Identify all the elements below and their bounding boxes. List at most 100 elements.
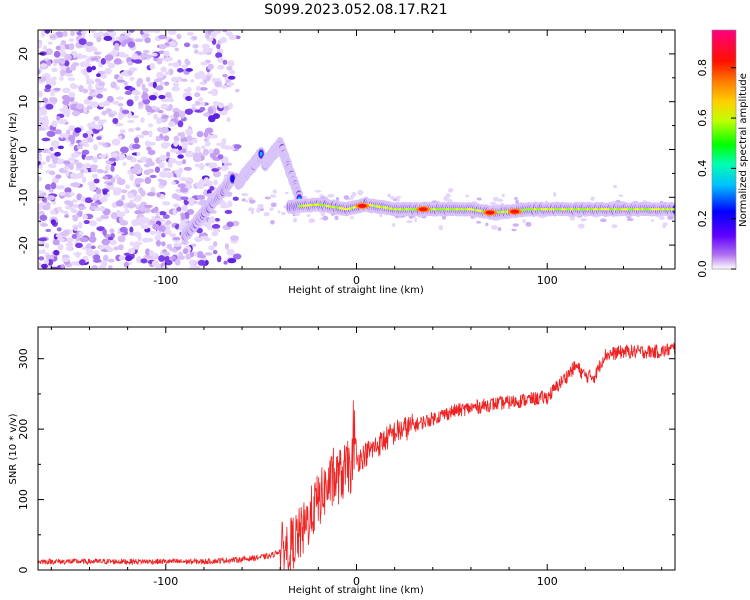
noise-blob [102, 176, 109, 180]
noise-blob [46, 130, 56, 137]
noise-blob [64, 187, 72, 194]
signal-core [595, 207, 599, 211]
noise-blob [72, 30, 79, 33]
signal-core [577, 207, 580, 211]
noise-blob [140, 258, 148, 264]
noise-blob [103, 35, 113, 41]
signal-core [311, 203, 315, 207]
speckle-blob [511, 228, 517, 232]
noise-blob [213, 148, 220, 156]
snr-ytick-label: 200 [17, 419, 30, 440]
noise-blob [146, 168, 154, 174]
noise-blob [121, 109, 130, 115]
signal-core [551, 207, 555, 211]
noise-blob [159, 179, 168, 187]
noise-blob [117, 135, 123, 140]
noise-blob [200, 235, 209, 240]
noise-blob [194, 72, 202, 80]
noise-blob [183, 166, 192, 171]
signal-core [343, 207, 347, 211]
signal-core [464, 207, 468, 211]
noise-blob [197, 259, 206, 266]
speckle-blob [351, 192, 357, 197]
speckle-blob [414, 217, 418, 223]
noise-blob [187, 198, 196, 203]
speckle-blob [335, 197, 340, 201]
noise-blob [211, 88, 218, 93]
noise-blob [222, 59, 228, 65]
noise-blob [127, 192, 134, 199]
noise-blob [211, 224, 221, 229]
noise-blob [227, 102, 233, 110]
noise-blob [96, 217, 103, 222]
signal-core [659, 207, 663, 211]
noise-blob [108, 265, 113, 269]
noise-blob [38, 154, 43, 162]
signal-core [556, 207, 560, 211]
noise-blob [40, 161, 46, 165]
noise-blob [221, 84, 228, 89]
signal-core [670, 207, 674, 211]
noise-blob [216, 255, 222, 263]
snr-xtick-label: -100 [153, 575, 178, 588]
signal-core [613, 207, 617, 211]
noise-blob [77, 53, 83, 60]
noise-blob [44, 30, 51, 34]
signal-core [529, 207, 532, 211]
noise-blob [176, 206, 182, 212]
signal-core [547, 207, 551, 211]
noise-blob [49, 170, 56, 176]
noise-blob [66, 246, 73, 251]
noise-blob [108, 112, 115, 118]
noise-blob [164, 81, 170, 86]
noise-blob [41, 118, 50, 126]
signal-core [570, 207, 574, 211]
noise-blob [39, 214, 48, 222]
signal-core [405, 207, 409, 211]
signal-core [382, 206, 386, 209]
signal-core [391, 207, 395, 211]
speckle-blob [269, 207, 274, 211]
noise-blob [56, 185, 65, 190]
noise-blob [226, 221, 234, 228]
noise-blob [96, 73, 101, 78]
noise-blob [71, 203, 79, 208]
noise-blob [144, 204, 153, 209]
noise-blob [223, 145, 232, 150]
noise-blob [78, 221, 83, 229]
speckle-blob [302, 195, 308, 199]
noise-blob [146, 157, 153, 165]
noise-blob [62, 30, 68, 37]
noise-blob [127, 70, 133, 76]
noise-blob [162, 50, 170, 57]
noise-blob [151, 52, 158, 57]
noise-blob [89, 101, 99, 108]
noise-blob [167, 62, 174, 67]
noise-blob [47, 258, 54, 266]
signal-core [474, 208, 477, 212]
noise-blob [147, 111, 152, 116]
noise-blob [223, 162, 233, 166]
noise-blob [231, 220, 240, 227]
noise-blob [181, 148, 187, 154]
noise-blob [190, 79, 195, 83]
noise-blob [131, 89, 141, 96]
noise-blob [114, 122, 124, 127]
noise-blob [92, 156, 98, 163]
noise-blob [68, 157, 76, 162]
noise-blob [50, 142, 60, 147]
signal-core [380, 205, 384, 209]
signal-core [444, 207, 448, 211]
noise-blob [226, 82, 235, 87]
signal-core [554, 207, 558, 211]
noise-blob [133, 194, 142, 202]
noise-blob [63, 166, 70, 171]
colorbar-label: Normalized spectral amplitude [738, 73, 749, 227]
signal-core [545, 207, 548, 211]
signal-core [524, 208, 528, 211]
noise-blob [112, 117, 119, 125]
chart-title: S099.2023.052.08.17.R21 [264, 2, 447, 18]
speckle-blob [270, 202, 277, 208]
noise-blob [167, 30, 177, 36]
noise-blob [73, 159, 79, 163]
